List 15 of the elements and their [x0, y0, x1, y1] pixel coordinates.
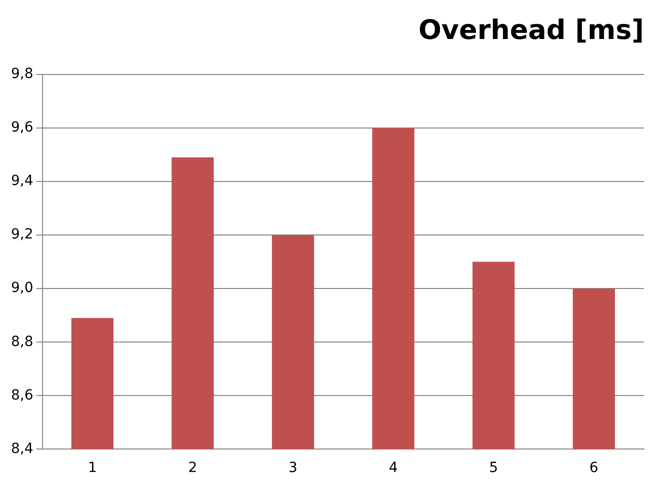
y-tick-label: 8,6	[11, 387, 34, 404]
y-tick-label: 8,8	[11, 334, 34, 350]
y-tick-label: 9,8	[11, 66, 34, 82]
x-tick-label: 3	[288, 460, 298, 476]
y-tick-label: 9,4	[11, 173, 34, 190]
x-tick-label: 1	[88, 460, 97, 476]
y-tick-label: 9,6	[11, 120, 34, 136]
x-tick-label: 6	[589, 460, 598, 476]
x-tick-label: 2	[188, 460, 198, 476]
y-tick-label: 9,0	[11, 280, 34, 296]
x-tick-label: 5	[489, 460, 498, 476]
chart-title: Overhead [ms]	[418, 15, 644, 46]
y-tick-label: 8,4	[11, 440, 34, 457]
x-tick-label: 4	[388, 460, 398, 476]
y-tick-label: 9,2	[11, 226, 34, 243]
